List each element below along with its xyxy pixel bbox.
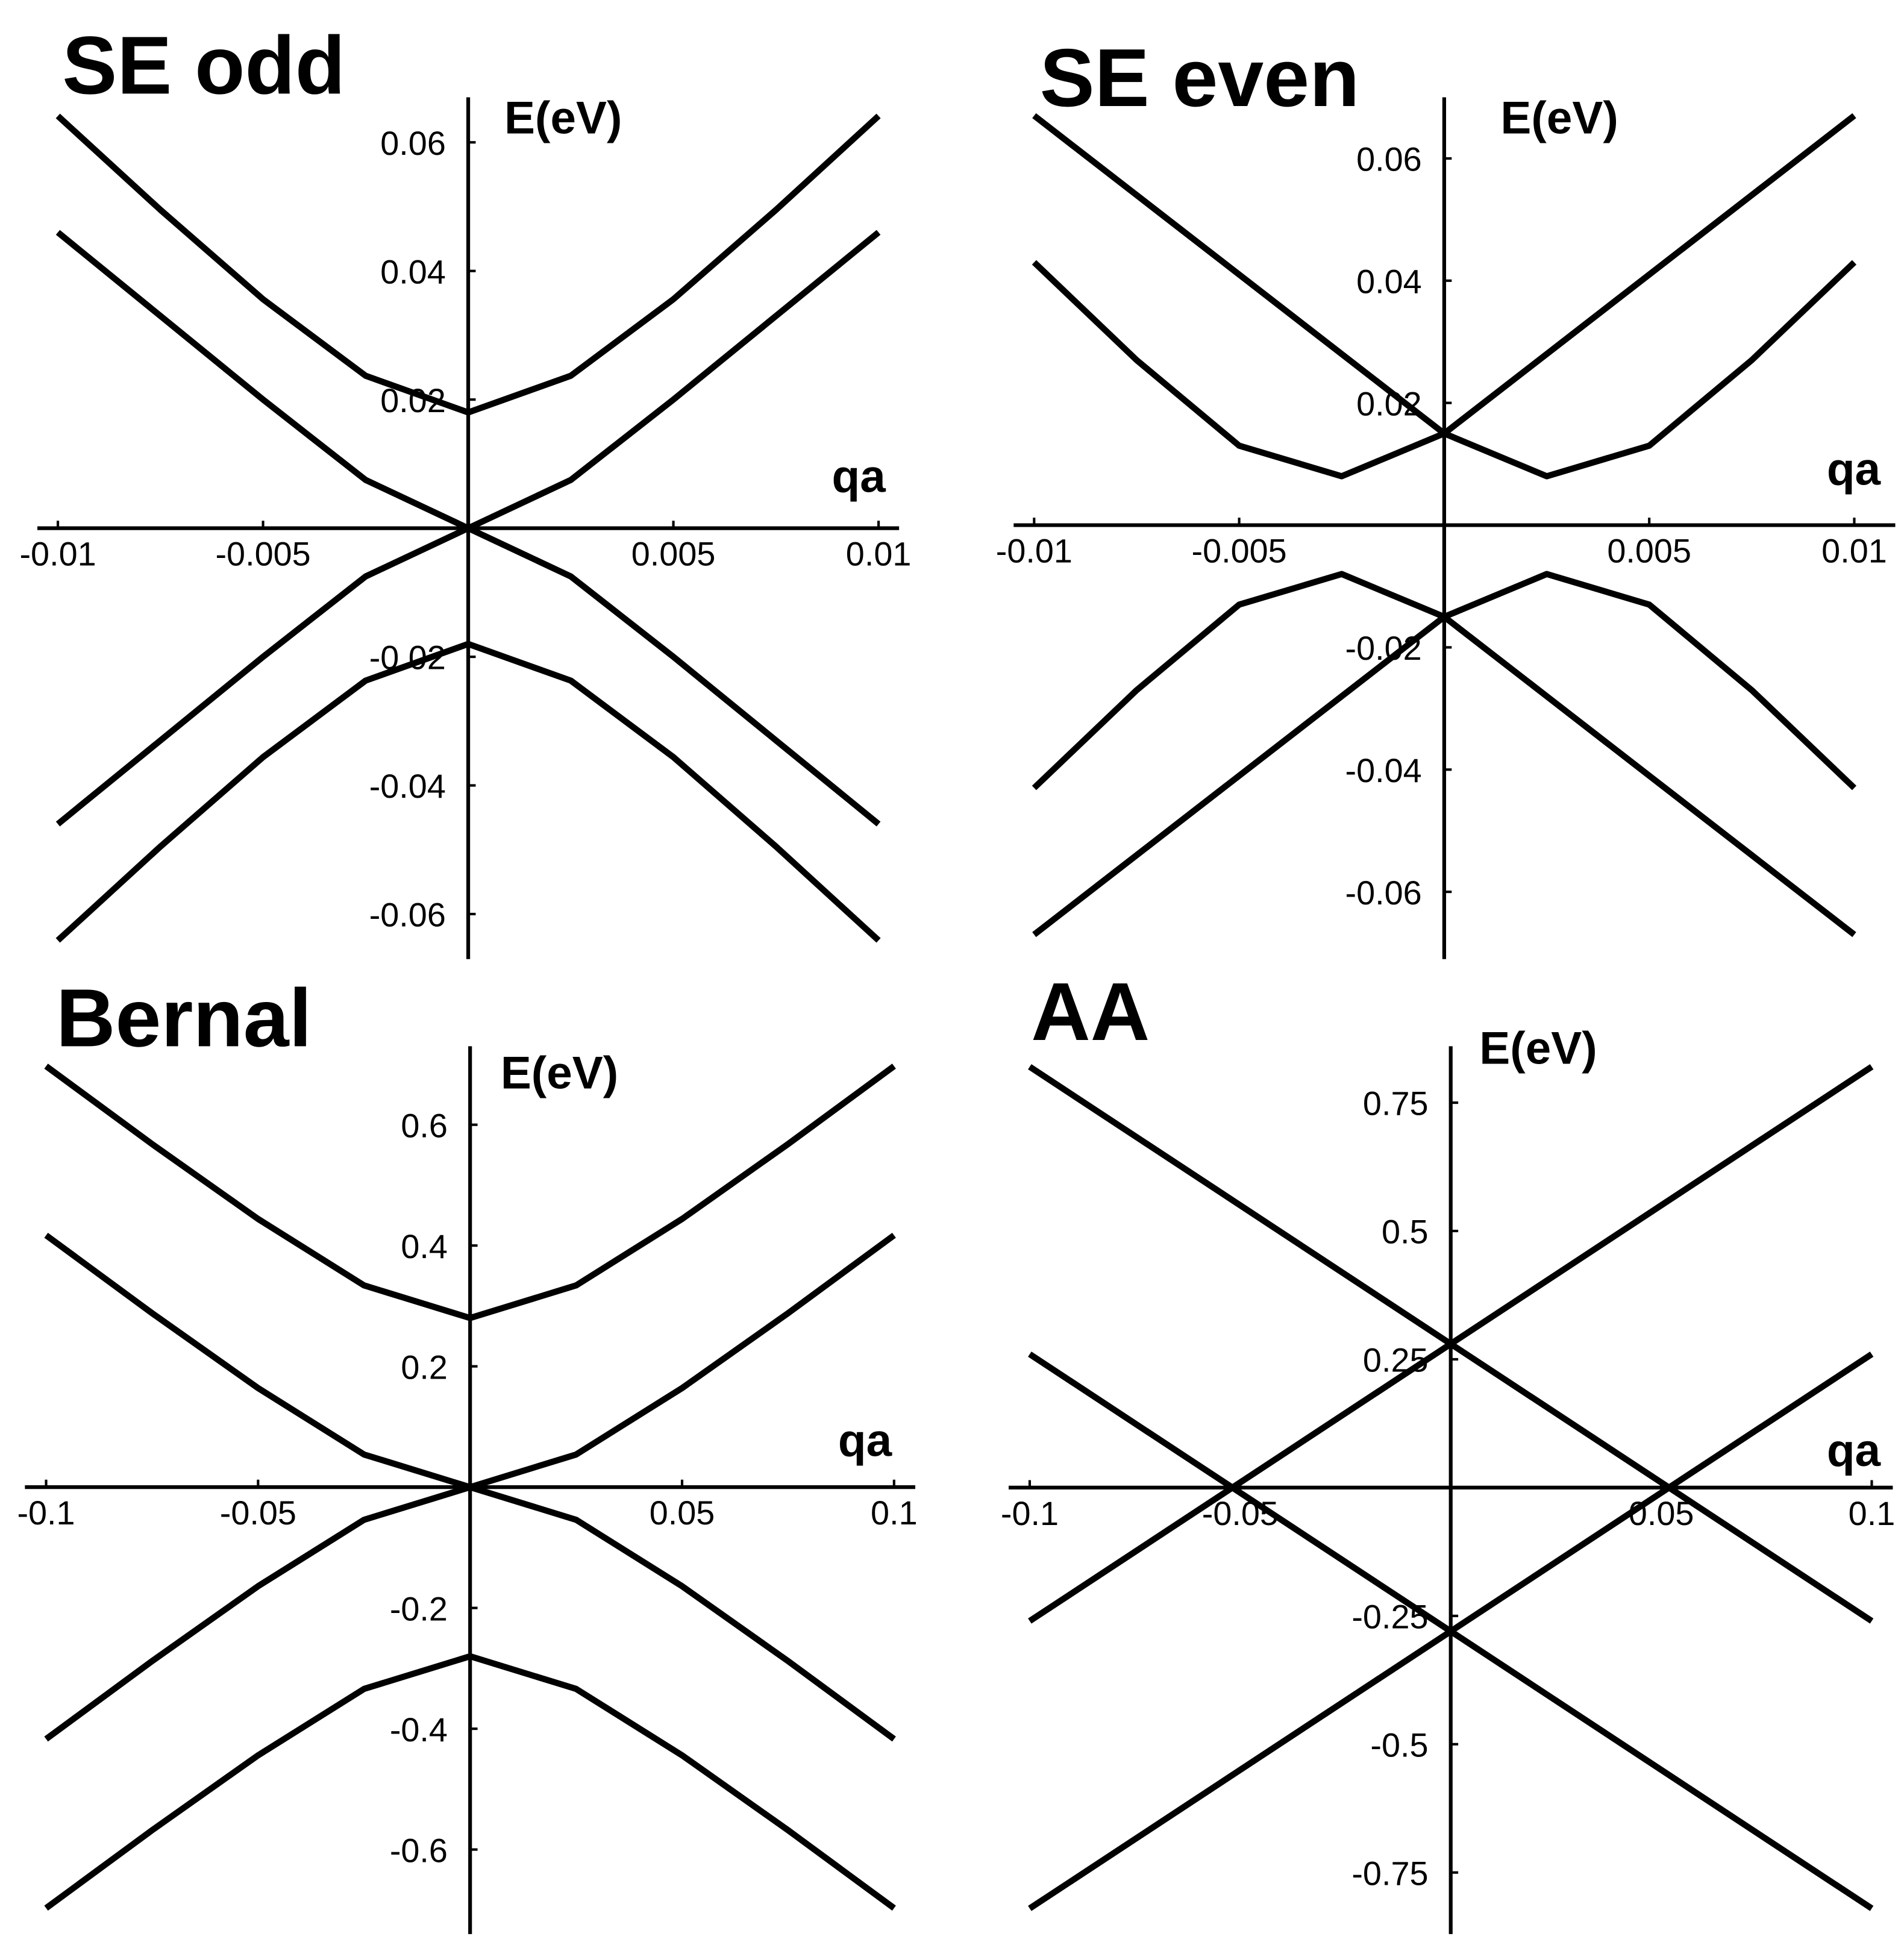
y-tick-label: 0.06: [380, 124, 446, 162]
x-axis-label: qa: [832, 451, 886, 503]
x-tick-label: 0.05: [1629, 1494, 1694, 1532]
band-line: [55, 640, 881, 943]
y-tick-label: -0.5: [1370, 1726, 1428, 1764]
y-tick-label: 0.4: [401, 1227, 448, 1265]
panel-title: Bernal: [56, 972, 312, 1063]
y-axis-label: E(eV): [501, 1048, 618, 1099]
y-tick-label: 0.25: [1363, 1341, 1429, 1379]
band-line: [44, 1483, 896, 1742]
x-axis-label: qa: [1827, 1425, 1881, 1476]
x-tick-label: -0.05: [220, 1494, 296, 1532]
y-axis-label: E(eV): [1500, 92, 1618, 143]
y-tick-label: -0.04: [1345, 751, 1422, 789]
panel-title: SE odd: [62, 19, 345, 111]
x-tick-label: -0.005: [215, 535, 310, 573]
band-line: [1032, 571, 1856, 938]
band-line: [44, 1063, 896, 1321]
panel-title: AA: [1031, 966, 1150, 1057]
y-axis-label: E(eV): [504, 92, 622, 143]
y-tick-label: -0.75: [1351, 1854, 1428, 1892]
x-tick-label: 0.1: [871, 1494, 918, 1532]
band-line: [1028, 1351, 1874, 1911]
y-axis-label: E(eV): [1479, 1023, 1597, 1074]
y-tick-label: -0.04: [369, 767, 446, 805]
band-line: [55, 525, 881, 827]
y-tick-label: 0.75: [1363, 1085, 1429, 1123]
x-tick-label: 0.05: [650, 1494, 715, 1532]
y-tick-label: -0.06: [1345, 874, 1422, 912]
band-line: [1028, 1064, 1874, 1624]
x-tick-label: 0.005: [631, 535, 716, 573]
y-tick-label: 0.2: [401, 1348, 448, 1386]
y-tick-label: 0.04: [1356, 262, 1422, 300]
y-tick-label: 0.6: [401, 1106, 448, 1144]
x-axis-label: qa: [838, 1415, 892, 1466]
y-tick-label: -0.4: [390, 1711, 448, 1749]
y-tick-label: -0.25: [1351, 1598, 1428, 1636]
x-tick-label: 0.01: [846, 535, 912, 573]
x-tick-label: -0.1: [17, 1494, 75, 1532]
x-tick-label: -0.1: [1001, 1494, 1059, 1532]
x-tick-label: -0.01: [19, 535, 96, 573]
x-tick-label: 0.01: [1821, 532, 1887, 570]
y-tick-label: -0.2: [390, 1589, 448, 1627]
y-tick-label: 0.04: [380, 252, 446, 290]
y-tick-label: -0.6: [390, 1831, 448, 1869]
x-tick-label: -0.01: [996, 532, 1073, 570]
x-axis-label: qa: [1827, 443, 1881, 495]
band-line: [55, 113, 881, 416]
band-line: [44, 1653, 896, 1911]
y-tick-label: -0.06: [369, 896, 446, 934]
y-tick-label: 0.06: [1356, 140, 1422, 178]
x-tick-label: -0.005: [1192, 532, 1287, 570]
band-line: [1032, 113, 1856, 480]
x-tick-label: 0.1: [1849, 1494, 1896, 1532]
x-tick-label: 0.005: [1607, 532, 1691, 570]
y-tick-label: 0.5: [1382, 1213, 1429, 1251]
panel-title: SE even: [1040, 32, 1360, 124]
